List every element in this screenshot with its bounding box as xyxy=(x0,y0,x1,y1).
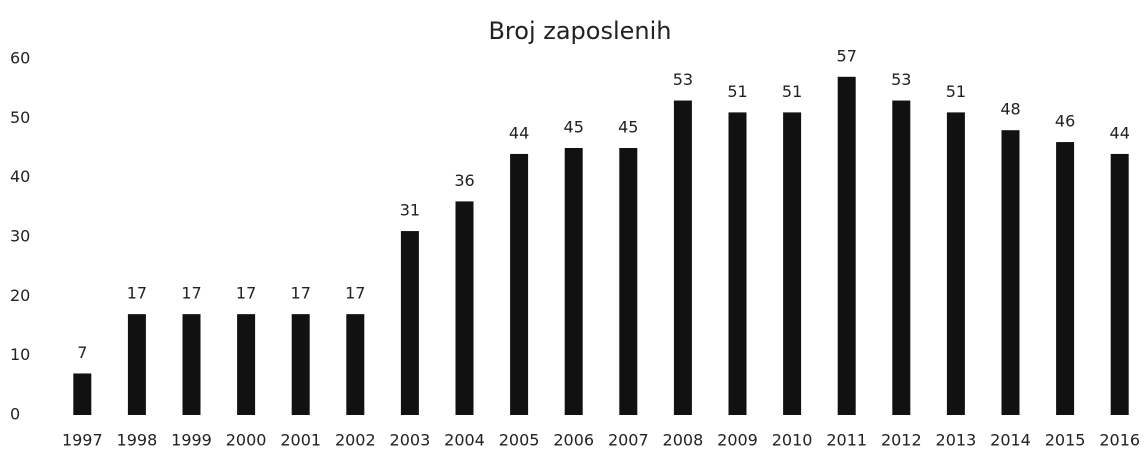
bar xyxy=(783,112,802,416)
bar xyxy=(237,314,256,415)
data-label: 53 xyxy=(891,70,911,89)
bar xyxy=(455,201,474,415)
data-label: 51 xyxy=(782,82,802,101)
bar xyxy=(946,112,965,416)
data-label: 36 xyxy=(454,171,474,190)
y-tick-label: 60 xyxy=(10,49,30,68)
bar xyxy=(1056,142,1075,416)
x-tick-label: 2008 xyxy=(663,431,704,450)
x-tick-label: 2003 xyxy=(390,431,431,450)
x-tick-label: 2010 xyxy=(772,431,813,450)
bar xyxy=(510,153,529,415)
bar xyxy=(127,314,146,415)
x-tick-label: 2009 xyxy=(717,431,758,450)
x-tick-label: 2000 xyxy=(226,431,267,450)
data-label: 17 xyxy=(236,284,256,303)
data-label: 17 xyxy=(181,284,201,303)
data-label: 44 xyxy=(509,123,529,142)
bar xyxy=(673,100,692,416)
x-tick-label: 2001 xyxy=(280,431,321,450)
x-tick-label: 1997 xyxy=(62,431,103,450)
data-label: 45 xyxy=(564,118,584,137)
x-tick-label: 2005 xyxy=(499,431,540,450)
data-label: 57 xyxy=(837,46,857,65)
bar xyxy=(346,314,365,415)
x-tick-label: 2014 xyxy=(990,431,1031,450)
x-tick-label: 2007 xyxy=(608,431,649,450)
data-label: 17 xyxy=(291,284,311,303)
data-label: 17 xyxy=(345,284,365,303)
data-label: 46 xyxy=(1055,112,1075,131)
x-tick-label: 2016 xyxy=(1099,431,1140,450)
x-tick-label: 1998 xyxy=(117,431,158,450)
bar xyxy=(400,231,419,415)
y-tick-label: 30 xyxy=(10,227,30,246)
y-tick-label: 0 xyxy=(10,405,20,424)
x-tick-label: 2012 xyxy=(881,431,922,450)
x-tick-label: 1999 xyxy=(171,431,212,450)
x-tick-label: 2002 xyxy=(335,431,376,450)
data-label: 51 xyxy=(946,82,966,101)
data-label: 51 xyxy=(727,82,747,101)
data-label: 45 xyxy=(618,118,638,137)
bar xyxy=(73,373,92,415)
y-tick-label: 50 xyxy=(10,108,30,127)
x-tick-label: 2015 xyxy=(1045,431,1086,450)
bar xyxy=(619,148,638,415)
bar xyxy=(1001,130,1020,415)
bar xyxy=(564,148,583,415)
x-tick-label: 2004 xyxy=(444,431,485,450)
x-tick-label: 2006 xyxy=(553,431,594,450)
bar xyxy=(291,314,310,415)
y-tick-label: 10 xyxy=(10,345,30,364)
data-label: 7 xyxy=(77,343,87,362)
x-tick-label: 2011 xyxy=(826,431,867,450)
data-label: 31 xyxy=(400,201,420,220)
x-tick-label: 2013 xyxy=(936,431,977,450)
data-label: 48 xyxy=(1000,100,1020,119)
data-label: 53 xyxy=(673,70,693,89)
bar xyxy=(892,100,911,416)
data-label: 44 xyxy=(1110,123,1130,142)
y-tick-label: 40 xyxy=(10,167,30,186)
y-tick-label: 20 xyxy=(10,286,30,305)
bar xyxy=(182,314,201,415)
bar xyxy=(837,76,856,416)
bar xyxy=(728,112,747,416)
bar xyxy=(1110,153,1129,415)
chart-title: Broj zaposlenih xyxy=(488,17,671,45)
data-label: 17 xyxy=(127,284,147,303)
